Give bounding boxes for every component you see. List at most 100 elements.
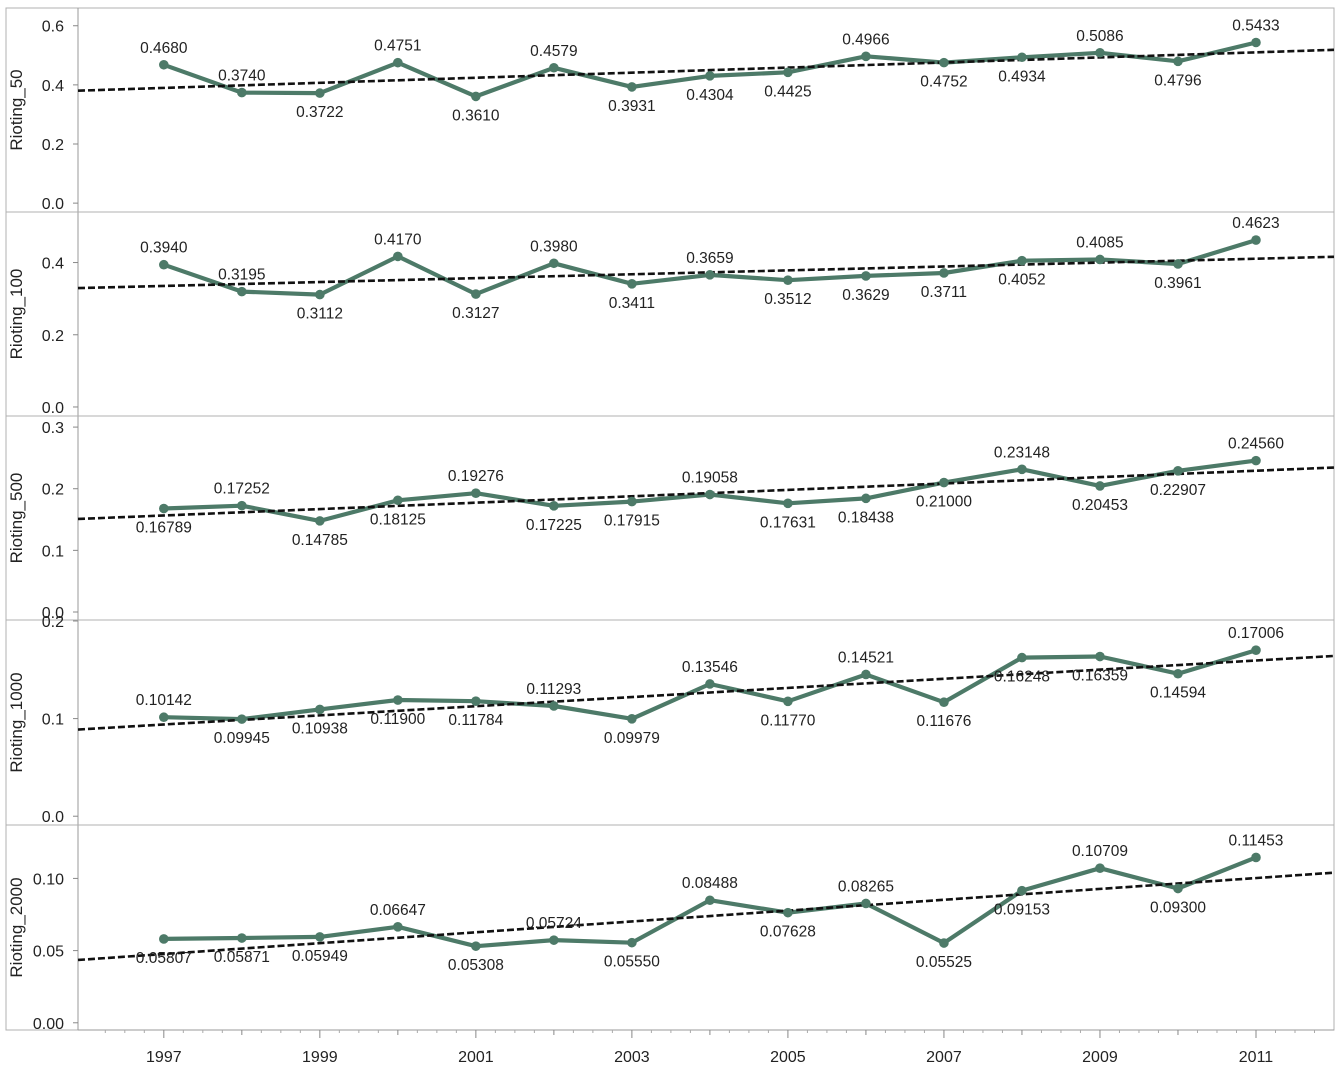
rioting-1000-data-label: 0.14521 — [838, 649, 894, 666]
rioting-50-data-label: 0.4304 — [686, 87, 734, 104]
rioting-1000-data-point — [1251, 645, 1261, 656]
rioting-2000-data-point — [237, 933, 247, 943]
rioting-1000-data-label: 0.11676 — [916, 713, 971, 730]
rioting-100-y-axis-label: Rioting_100 — [7, 269, 26, 360]
rioting-500-data-label: 0.17631 — [760, 514, 816, 531]
rioting-500-y-tick-label: 0.3 — [42, 420, 64, 437]
rioting-500-data-point — [939, 477, 949, 488]
rioting-500-data-label: 0.22907 — [1150, 482, 1206, 499]
rioting-500-data-point — [393, 495, 403, 506]
rioting-500-data-point — [315, 516, 325, 526]
rioting-500-data-label: 0.17915 — [604, 513, 660, 530]
rioting-1000-data-label: 0.11293 — [526, 681, 581, 698]
rioting-100-data-label: 0.3980 — [530, 238, 578, 255]
rioting-1000-data-point — [1173, 668, 1183, 679]
rioting-50-trend-line — [77, 48, 1335, 92]
rioting-500-data-point — [237, 500, 247, 511]
rioting-500-y-tick-label: 0.0 — [42, 605, 64, 622]
rioting-50-data-point — [315, 88, 325, 98]
rioting-2000-data-point — [1173, 883, 1183, 894]
rioting-2000-data-point — [627, 937, 637, 948]
rioting-500-y-tick-label: 0.1 — [42, 543, 64, 560]
x-tick-label: 1999 — [302, 1049, 338, 1066]
rioting-2000-data-label: 0.05807 — [136, 950, 192, 967]
rioting-50-data-label: 0.3610 — [452, 107, 500, 124]
rioting-2000-data-label: 0.05724 — [526, 915, 582, 932]
rioting-50-data-label: 0.4680 — [140, 40, 188, 57]
rioting-500-data-label: 0.14785 — [292, 532, 348, 549]
rioting-50-data-label: 0.3722 — [296, 104, 343, 121]
rioting-50-data-label: 0.4934 — [998, 68, 1046, 85]
rioting-2000-data-label: 0.07628 — [760, 924, 816, 941]
rioting-1000-data-label: 0.09979 — [604, 730, 660, 747]
rioting-1000-data-label: 0.11784 — [448, 712, 503, 729]
rioting-50-data-point — [549, 62, 559, 73]
rioting-2000-data-label: 0.09153 — [994, 902, 1050, 919]
x-tick-label: 1997 — [146, 1049, 182, 1066]
rioting-1000-y-tick-label: 0.2 — [42, 614, 64, 631]
rioting-100-data-point — [1017, 255, 1027, 266]
rioting-2000-data-point — [861, 898, 871, 909]
x-tick-label: 2001 — [458, 1049, 494, 1066]
rioting-2000-data-label: 0.11453 — [1229, 832, 1284, 849]
rioting-100-y-tick-label: 0.2 — [42, 328, 64, 345]
rioting-500-data-point — [627, 496, 637, 507]
rioting-500-y-axis-label: Rioting_500 — [7, 473, 26, 564]
rioting-100-data-point — [315, 289, 325, 300]
rioting-2000-data-label: 0.05871 — [214, 949, 270, 966]
rioting-100-data-point — [861, 271, 871, 281]
rioting-2000-data-point — [549, 935, 559, 945]
rioting-1000-data-label: 0.16359 — [1072, 668, 1128, 685]
rioting-1000-data-label: 0.16248 — [994, 669, 1050, 686]
rioting-100-data-label: 0.4085 — [1076, 234, 1123, 251]
rioting-2000-data-point — [1095, 863, 1105, 873]
rioting-1000-data-label: 0.11900 — [370, 711, 425, 728]
rioting-500-data-point — [1251, 455, 1261, 466]
rioting-1000-data-label: 0.17006 — [1228, 625, 1284, 642]
rioting-1000-data-point — [159, 712, 169, 723]
rioting-500-data-label: 0.18438 — [838, 509, 894, 526]
rioting-50-data-label: 0.4751 — [374, 38, 421, 55]
rioting-50-data-point — [1251, 37, 1261, 48]
rioting-50-data-point — [861, 51, 871, 62]
rioting-2000-y-tick-label: 0.00 — [33, 1016, 64, 1033]
rioting-500-data-label: 0.19058 — [682, 470, 738, 487]
rioting-500-data-point — [1095, 481, 1105, 491]
rioting-50-data-label: 0.5433 — [1232, 18, 1279, 35]
rioting-100-data-label: 0.3411 — [609, 295, 655, 312]
rioting-100-y-tick-label: 0.0 — [42, 400, 64, 417]
rioting-100-data-label: 0.3629 — [842, 287, 889, 304]
rioting-1000-data-point — [861, 669, 871, 680]
rioting-100-data-label: 0.3940 — [140, 240, 188, 257]
rioting-2000-data-point — [705, 895, 715, 906]
rioting-50-data-label: 0.4579 — [530, 43, 577, 60]
rioting-2000-data-point — [1017, 885, 1027, 896]
rioting-50-data-label: 0.4966 — [842, 31, 889, 48]
rioting-500-data-label: 0.17225 — [526, 517, 582, 534]
rioting-1000-data-point — [315, 704, 325, 715]
rioting-500-data-label: 0.18125 — [370, 511, 426, 528]
rioting-2000-data-label: 0.10709 — [1072, 843, 1128, 860]
rioting-100-data-point — [783, 275, 793, 285]
rioting-2000-data-point — [393, 922, 403, 932]
rioting-500-data-point — [861, 493, 871, 504]
x-tick-label: 2009 — [1082, 1049, 1118, 1066]
rioting-500-data-label: 0.19276 — [448, 468, 504, 485]
rioting-1000-data-point — [1017, 652, 1027, 663]
rioting-1000-data-point — [393, 695, 403, 705]
rioting-2000-data-point — [939, 938, 949, 948]
rioting-1000-y-tick-label: 0.1 — [42, 712, 64, 729]
rioting-50-data-label: 0.4425 — [764, 83, 811, 100]
rioting-500-data-label: 0.21000 — [916, 494, 972, 511]
rioting-50-data-point — [393, 57, 403, 68]
rioting-50-y-tick-label: 0.0 — [42, 196, 64, 213]
rioting-50-data-label: 0.4752 — [920, 74, 967, 91]
rioting-1000-data-label: 0.09945 — [214, 730, 270, 747]
rioting-100-data-point — [159, 259, 169, 270]
rioting-50-data-point — [1173, 56, 1183, 67]
rioting-1000-data-point — [237, 714, 247, 724]
rioting-100-data-label: 0.3659 — [686, 250, 733, 267]
rioting-1000-data-point — [627, 714, 637, 724]
rioting-1000-data-label: 0.10938 — [292, 720, 348, 737]
